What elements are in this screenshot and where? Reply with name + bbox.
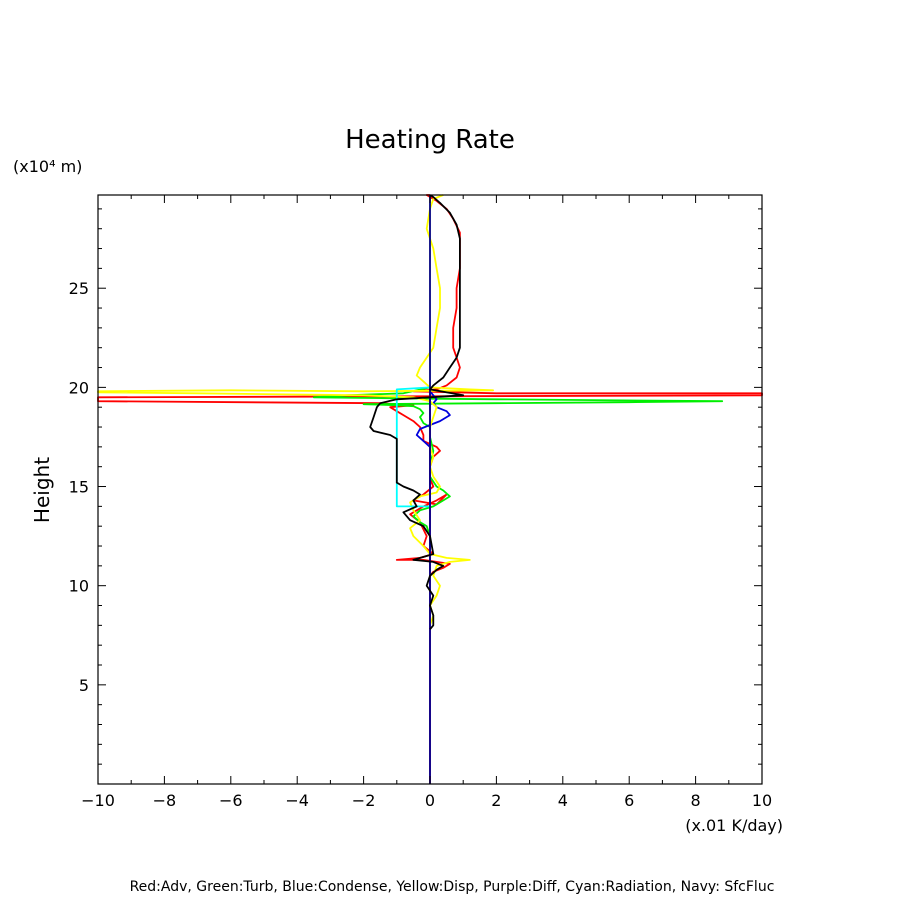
series-line-disp: [97, 194, 494, 626]
x-tick-label: −2: [352, 791, 376, 810]
series-layer: [97, 194, 763, 784]
y-tick-label: 10: [69, 577, 89, 596]
plot-frame: [97, 194, 763, 785]
x-tick-label: −10: [81, 791, 115, 810]
x-tick-label: 4: [558, 791, 568, 810]
x-tick-label: −4: [285, 791, 309, 810]
x-tick-label: 6: [624, 791, 634, 810]
x-tick-label: 10: [752, 791, 772, 810]
ticks-layer: −10 −8 −6 −4 −2 0 2 4 6 8 10 5 10 15 20 25: [69, 195, 772, 810]
series-line-radiation: [395, 386, 431, 508]
y-tick-label: 25: [69, 279, 89, 298]
y-axis-label: Height: [30, 457, 54, 523]
series-line-adv: [97, 194, 763, 577]
series-line-turb: [312, 386, 724, 576]
chart-title: Heating Rate: [345, 125, 515, 155]
y-axis-unit: (x10⁴ m): [13, 157, 82, 176]
x-tick-label: −6: [219, 791, 243, 810]
y-tick-label: 20: [69, 378, 89, 397]
x-tick-label: −8: [153, 791, 177, 810]
x-tick-label: 2: [491, 791, 501, 810]
x-axis-unit: (x.01 K/day): [685, 816, 783, 835]
legend-text: Red:Adv, Green:Turb, Blue:Condense, Yell…: [130, 879, 775, 895]
x-tick-label: 0: [425, 791, 435, 810]
x-tick-label: 8: [691, 791, 701, 810]
y-tick-label: 15: [69, 478, 89, 497]
series-line-total: [369, 194, 465, 630]
y-tick-label: 5: [79, 676, 89, 695]
